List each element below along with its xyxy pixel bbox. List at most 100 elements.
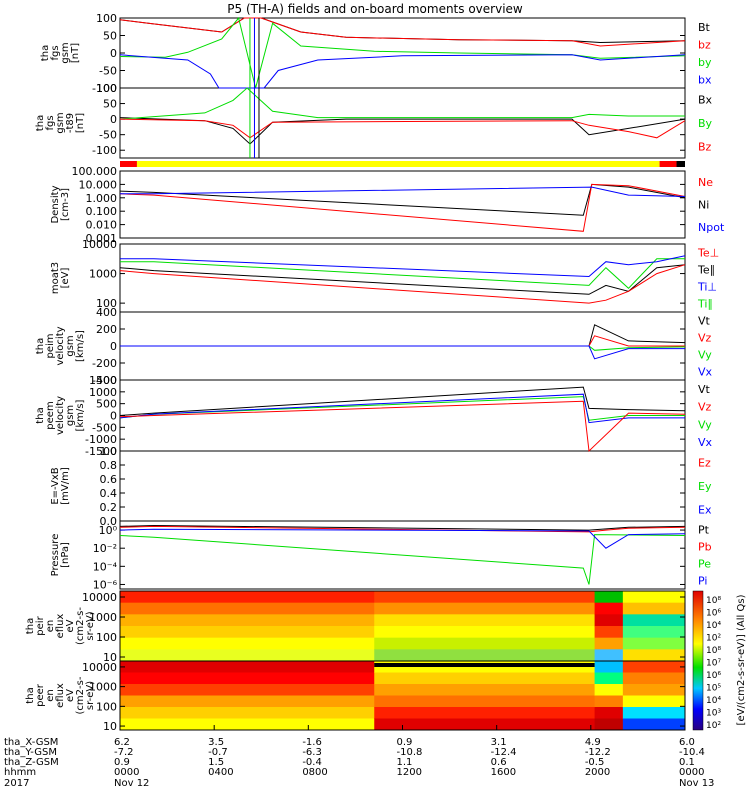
y-tick-label: 10: [103, 651, 117, 664]
spectrogram-band: [594, 695, 624, 708]
panel-frame: [119, 450, 686, 522]
y-tick-label: 10⁻⁴: [93, 560, 118, 573]
spectrogram-band: [120, 649, 375, 662]
y-tick-label: 100: [96, 700, 117, 713]
vt-trace: [120, 324, 686, 347]
x-tick-label: -1.6: [302, 737, 322, 748]
y-label-line: [eV]: [60, 268, 71, 289]
vz-trace: [120, 335, 685, 347]
ve-vz-trace: [119, 400, 686, 453]
bz-trace: [119, 17, 686, 47]
legend-entry: Vx: [698, 436, 713, 449]
y-label-line: [nPa]: [60, 542, 71, 568]
y-tick-label: -50: [99, 129, 117, 142]
x-tick-label: -7.2: [114, 747, 134, 758]
panel-4: 10000 1000 100 moat3 [eV] Te⊥ Te∥ Ti⊥ Ti∥: [50, 238, 719, 313]
legend-entry: Vz: [698, 332, 712, 345]
ti-perp-trace: [120, 255, 686, 278]
spectrogram-band: [374, 614, 596, 627]
by-trace: [119, 16, 686, 89]
y-label-line: en: [45, 620, 56, 633]
y-label-line: eflux: [55, 614, 66, 639]
spectrogram-band: [594, 649, 624, 662]
y-tick-label: 100.000: [72, 165, 118, 178]
y-label-line: tha: [35, 407, 46, 423]
y-label-line: (cm2-s-: [75, 676, 86, 714]
legend-entry: Ti∥: [697, 298, 713, 311]
spectrogram-band: [120, 661, 375, 673]
figure-title: P5 (TH-A) fields and on-board moments ov…: [227, 2, 523, 16]
colorbar: 10⁸ 10⁶ 10⁴ 10² 10⁸ 10⁷ 10⁶ 10⁵ 10⁴ 10³ 10² [eV/(cm…: [692, 590, 747, 731]
ve-vt-trace: [119, 386, 686, 416]
x-tick-label: -6.3: [302, 747, 322, 758]
status-segment: [676, 161, 685, 167]
x-row-label: 2017: [4, 778, 29, 789]
y-tick-label: 0.0: [100, 515, 118, 528]
y-label-line: eV: [65, 689, 76, 702]
x-tick-label: 4.9: [585, 737, 601, 748]
x-row-label: tha_Z-GSM: [4, 757, 59, 768]
colorbar-tick: 10²: [706, 721, 721, 731]
y-label-line: [km/s]: [75, 330, 86, 362]
spectrogram-band: [622, 695, 686, 708]
colorbar-tick: 10⁸: [706, 646, 721, 656]
y-label-line: [km/s]: [75, 399, 86, 431]
colorbar-tick: 10²: [706, 634, 721, 644]
spectrogram-band: [120, 614, 375, 627]
legend-entry: Ey: [698, 480, 712, 493]
y-tick-label: 10: [103, 720, 117, 733]
y-label-line: velocity: [55, 326, 66, 365]
spectrogram-band: [120, 707, 375, 719]
dbz-trace: [119, 118, 686, 139]
spectrogram-band: [622, 614, 686, 627]
y-tick-label: 0.8: [100, 459, 118, 472]
spectrogram-band: [120, 637, 375, 650]
spectrogram-band: [374, 637, 596, 650]
x-row-label: tha_Y-GSM: [4, 747, 57, 758]
y-label-line: tha: [35, 338, 46, 354]
colorbar-tick: 10⁷: [706, 659, 721, 669]
spectrogram-band: [374, 695, 596, 708]
x-tick-label: 2000: [585, 767, 610, 778]
panel-8: 10⁰ 10⁻² 10⁻⁴ 10⁻⁶ Pressure [nPa] Pt Pb Pe Pi: [50, 520, 712, 591]
x-row-label: tha_X-GSM: [4, 737, 58, 748]
y-label-line: moat3: [50, 262, 61, 294]
spectrogram-band: [594, 626, 624, 639]
y-label-line: [cm-3]: [60, 188, 71, 221]
pi-trace: [119, 528, 686, 549]
y-label-line: peir: [35, 615, 46, 635]
panel-frame: [119, 17, 686, 89]
spectrogram-band: [594, 661, 624, 673]
legend-entry: Pb: [698, 541, 712, 554]
spectrogram-band: [120, 591, 375, 604]
y-tick-label: 10000: [82, 661, 117, 674]
colorbar-label: [eV/(cm2-s-sr-eV)] (All Qs): [736, 594, 747, 725]
spectrogram-band: [374, 672, 596, 685]
legend-entry: Te⊥: [697, 247, 719, 260]
legend-entry: Ez: [698, 457, 711, 470]
ni-trace: [119, 183, 686, 216]
legend-entry: Vy: [698, 418, 712, 431]
y-axis-label: Density [cm-3]: [50, 185, 71, 223]
spectrogram-band: [120, 684, 375, 696]
x-tick-label: 0000: [114, 767, 139, 778]
ve-vx-trace: [119, 393, 685, 424]
x-tick-label: 1600: [491, 767, 516, 778]
spectrogram-band: [622, 718, 686, 731]
ne-trace: [119, 183, 686, 232]
x-tick-label: 0.6: [491, 757, 507, 768]
status-segment: [136, 161, 660, 167]
y-axis-label: tha peir en eflux eV (cm2-s-sr-eV): [25, 607, 96, 645]
x-row-label: hhmm: [4, 767, 36, 778]
spectrogram-band: [594, 718, 624, 731]
x-tick-label: 0000: [679, 767, 704, 778]
npot-trace: [120, 186, 686, 197]
y-label-line: en: [45, 689, 56, 702]
y-label-line: gsm: [55, 112, 66, 133]
colorbar-tick: 10⁶: [706, 671, 721, 681]
legend-entry: Ni: [698, 199, 709, 212]
y-tick-label: 100: [96, 297, 117, 310]
